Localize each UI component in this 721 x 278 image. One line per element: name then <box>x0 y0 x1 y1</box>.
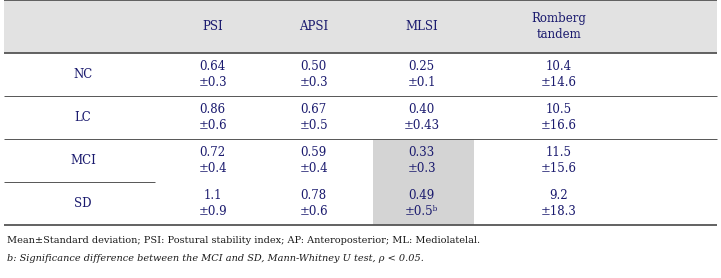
Text: 0.33: 0.33 <box>409 146 435 159</box>
Text: ±0.3: ±0.3 <box>198 76 227 89</box>
Bar <box>373 139 474 225</box>
Text: ±0.6: ±0.6 <box>299 205 328 218</box>
Text: ±0.3: ±0.3 <box>407 162 436 175</box>
Text: 0.59: 0.59 <box>301 146 327 159</box>
Text: 10.5: 10.5 <box>546 103 572 116</box>
Text: ±0.5ᵇ: ±0.5ᵇ <box>405 205 438 218</box>
Text: 0.86: 0.86 <box>200 103 226 116</box>
Text: NC: NC <box>74 68 92 81</box>
Text: APSI: APSI <box>299 20 328 33</box>
Text: MLSI: MLSI <box>405 20 438 33</box>
Text: ±0.4: ±0.4 <box>299 162 328 175</box>
Text: 0.25: 0.25 <box>409 60 435 73</box>
Text: ±0.4: ±0.4 <box>198 162 227 175</box>
Text: ±15.6: ±15.6 <box>541 162 577 175</box>
Text: 0.78: 0.78 <box>301 189 327 202</box>
Text: MCI: MCI <box>70 154 96 167</box>
Text: LC: LC <box>74 111 92 124</box>
Text: 0.49: 0.49 <box>409 189 435 202</box>
Text: 0.64: 0.64 <box>200 60 226 73</box>
Text: ±0.5: ±0.5 <box>299 119 328 132</box>
Text: 0.40: 0.40 <box>409 103 435 116</box>
Bar <box>4 0 717 53</box>
Text: SD: SD <box>74 197 92 210</box>
Text: 10.4: 10.4 <box>546 60 572 73</box>
Text: ±0.9: ±0.9 <box>198 205 227 218</box>
Text: ±0.6: ±0.6 <box>198 119 227 132</box>
Text: 0.67: 0.67 <box>301 103 327 116</box>
Text: ±0.43: ±0.43 <box>404 119 440 132</box>
Text: ±18.3: ±18.3 <box>541 205 577 218</box>
Text: ±16.6: ±16.6 <box>541 119 577 132</box>
Text: b: Significance difference between the MCI and SD, Mann-Whitney U test, ρ < 0.05: b: Significance difference between the M… <box>7 254 424 263</box>
Text: 0.72: 0.72 <box>200 146 226 159</box>
Text: PSI: PSI <box>203 20 223 33</box>
Text: 0.50: 0.50 <box>301 60 327 73</box>
Text: 11.5: 11.5 <box>546 146 572 159</box>
Text: ±0.3: ±0.3 <box>299 76 328 89</box>
Text: 1.1: 1.1 <box>203 189 222 202</box>
Text: 9.2: 9.2 <box>549 189 568 202</box>
Text: Romberg
tandem: Romberg tandem <box>531 12 586 41</box>
Text: Mean±Standard deviation; PSI: Postural stability index; AP: Anteroposterior; ML:: Mean±Standard deviation; PSI: Postural s… <box>7 236 480 245</box>
Text: ±14.6: ±14.6 <box>541 76 577 89</box>
Text: ±0.1: ±0.1 <box>407 76 436 89</box>
